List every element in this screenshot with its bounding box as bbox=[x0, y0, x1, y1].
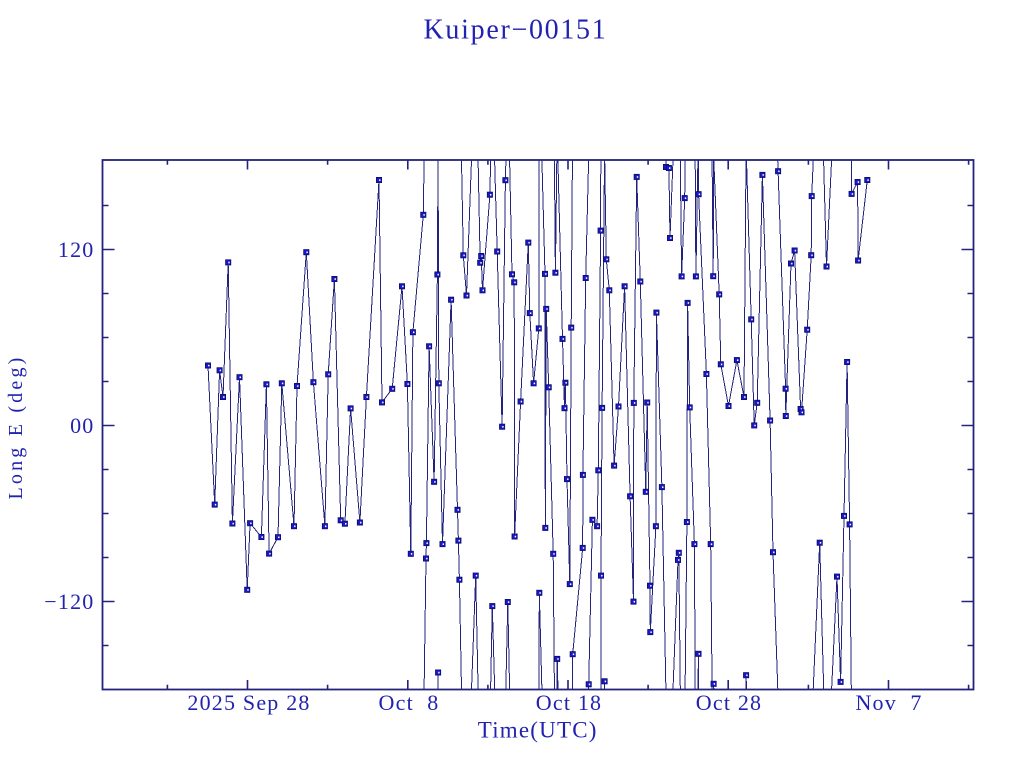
svg-text:Oct 8: Oct 8 bbox=[379, 690, 440, 715]
svg-text:Time(UTC): Time(UTC) bbox=[478, 718, 598, 743]
svg-text:Oct 18: Oct 18 bbox=[536, 690, 602, 715]
svg-text:Long E (deg): Long E (deg) bbox=[5, 354, 27, 499]
svg-text:−120: −120 bbox=[44, 589, 94, 614]
svg-text:00: 00 bbox=[70, 413, 94, 438]
svg-text:Nov 7: Nov 7 bbox=[855, 690, 922, 715]
svg-text:2025 Sep 28: 2025 Sep 28 bbox=[187, 690, 310, 715]
svg-text:Oct 28: Oct 28 bbox=[696, 690, 762, 715]
svg-text:120: 120 bbox=[58, 237, 95, 262]
svg-text:Kuiper−00151: Kuiper−00151 bbox=[424, 15, 608, 46]
